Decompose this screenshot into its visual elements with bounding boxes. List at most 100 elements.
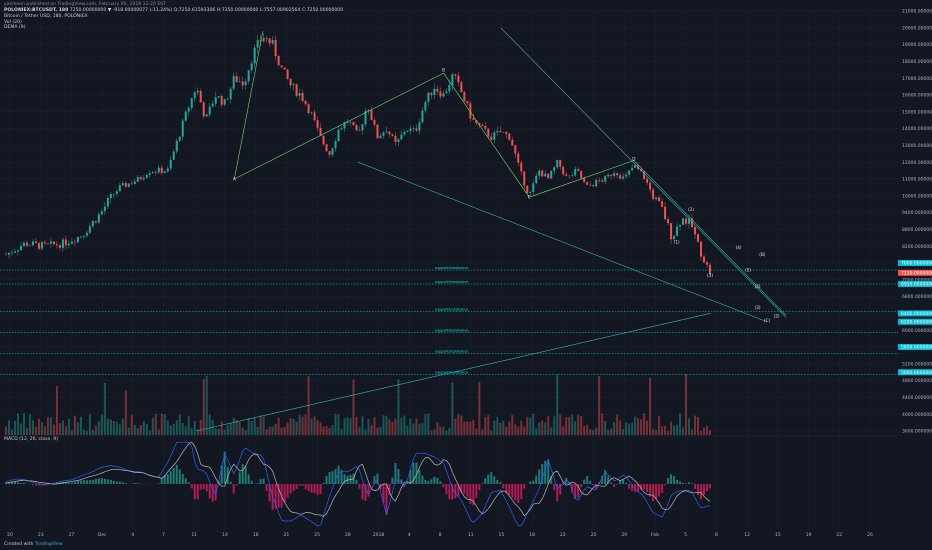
candle-body [280, 65, 283, 68]
candle-body [565, 174, 568, 176]
volume-bar [319, 422, 322, 435]
macd-histogram-bar [682, 482, 685, 484]
macd-histogram-bar [109, 479, 112, 484]
price-tick-label: 9400.00000000 [902, 210, 932, 216]
trend-lines [196, 27, 787, 432]
volume-bar [34, 426, 37, 435]
candle-body [373, 119, 376, 125]
volume-bar [349, 417, 352, 435]
candle-body [109, 194, 112, 199]
macd-histogram-bar [388, 484, 391, 496]
volume-bar [238, 422, 241, 435]
volume-bar [196, 429, 199, 435]
price-tick-label: 14000.00000000 [902, 126, 932, 132]
date-tick-label: Feb [651, 532, 659, 538]
candle-body [172, 151, 175, 160]
volume-bar [526, 417, 529, 435]
macd-histogram-bar [358, 484, 361, 489]
volume-bar [685, 374, 688, 435]
macd-histogram-bar [418, 469, 421, 484]
candle-body [241, 81, 244, 86]
candle-body [199, 90, 202, 103]
candle-body [49, 241, 52, 244]
macd-histogram-bar [445, 484, 448, 495]
candle-body [487, 128, 490, 137]
macd-histogram-bar [328, 472, 331, 484]
volume-bar [652, 429, 655, 435]
volume-bar [229, 422, 232, 435]
volume-bar [184, 426, 187, 435]
macd-histogram-bar [676, 479, 679, 484]
candle-body [337, 129, 340, 142]
volume-bar [265, 429, 268, 435]
date-tick-label: 20 [7, 532, 13, 538]
candle-body [409, 128, 412, 131]
candle-body [349, 121, 352, 123]
volume-bar [148, 430, 151, 435]
candle-body [667, 219, 670, 224]
legend-dema[interactable]: DEMA (9) [4, 25, 26, 30]
volume-bar [367, 418, 370, 435]
volume-bar [376, 427, 379, 435]
price-tag-label: 7250.00000000 [901, 270, 932, 276]
candle-body [325, 144, 328, 152]
legend-price[interactable]: Bitcoin / Tether USD, 180, POLONIEX [4, 14, 88, 19]
volume-bar [661, 426, 664, 435]
volume-bar [400, 417, 403, 435]
date-tick-label: 11 [468, 532, 474, 538]
macd-histogram-bar [13, 481, 16, 484]
volume-bar [151, 417, 154, 435]
macd-histogram-bar [262, 478, 265, 484]
volume-bar [565, 417, 568, 435]
macd-histogram-bar [319, 484, 322, 495]
date-tick-label: Dec [98, 532, 107, 538]
candle-body [484, 126, 487, 129]
volume-bar [115, 421, 118, 435]
macd-histogram-bar [655, 484, 658, 500]
macd-legend[interactable]: MACD (12, 26, close, 9) [4, 437, 59, 442]
macd-histogram-bar [5, 482, 7, 484]
macd-histogram-bar [379, 484, 382, 490]
volume-bar [337, 414, 340, 435]
macd-histogram-bar [385, 484, 388, 515]
wave-label: B [442, 67, 445, 72]
macd-histogram-bar [640, 484, 643, 490]
candle-body [304, 100, 307, 105]
macd-histogram-bar [466, 484, 469, 498]
legend-volume[interactable]: Vol (20) [4, 20, 22, 25]
macd-histogram-bar [166, 474, 169, 484]
volume-bar [49, 417, 52, 435]
candle-body [571, 175, 574, 177]
volume-bar [421, 422, 424, 435]
macd-histogram-bar [283, 484, 286, 503]
macd-histogram-bar [115, 481, 118, 484]
volume-bar [322, 426, 325, 435]
volume-bar [640, 419, 643, 435]
macd-histogram-bar [316, 484, 319, 495]
macd-histogram-bar [199, 484, 202, 490]
volume-bar [667, 430, 670, 435]
volume-bar [538, 422, 541, 435]
candle-body [421, 110, 424, 123]
macd-histogram-bar [286, 484, 289, 498]
date-tick-label: 29 [621, 532, 627, 538]
candle-body [574, 169, 577, 176]
candle-body [133, 181, 136, 184]
volume-bar [589, 429, 592, 435]
tradingview-logo[interactable]: TradingView [34, 542, 63, 547]
candle-body [190, 98, 193, 108]
volume-bar [436, 422, 439, 435]
volume-bar [169, 424, 172, 435]
volume-bar [649, 377, 652, 435]
volume-bar [709, 429, 711, 435]
volume-bar [304, 414, 307, 435]
candle-body [238, 81, 241, 83]
volume-bar [670, 421, 673, 435]
candle-body [352, 121, 355, 126]
volume-bar [103, 382, 106, 435]
wave-label: A [233, 177, 236, 182]
macd-histogram-bar [661, 484, 664, 494]
volume-bar [469, 421, 472, 435]
macd-histogram-bar [562, 484, 565, 485]
volume-bar [583, 426, 586, 435]
